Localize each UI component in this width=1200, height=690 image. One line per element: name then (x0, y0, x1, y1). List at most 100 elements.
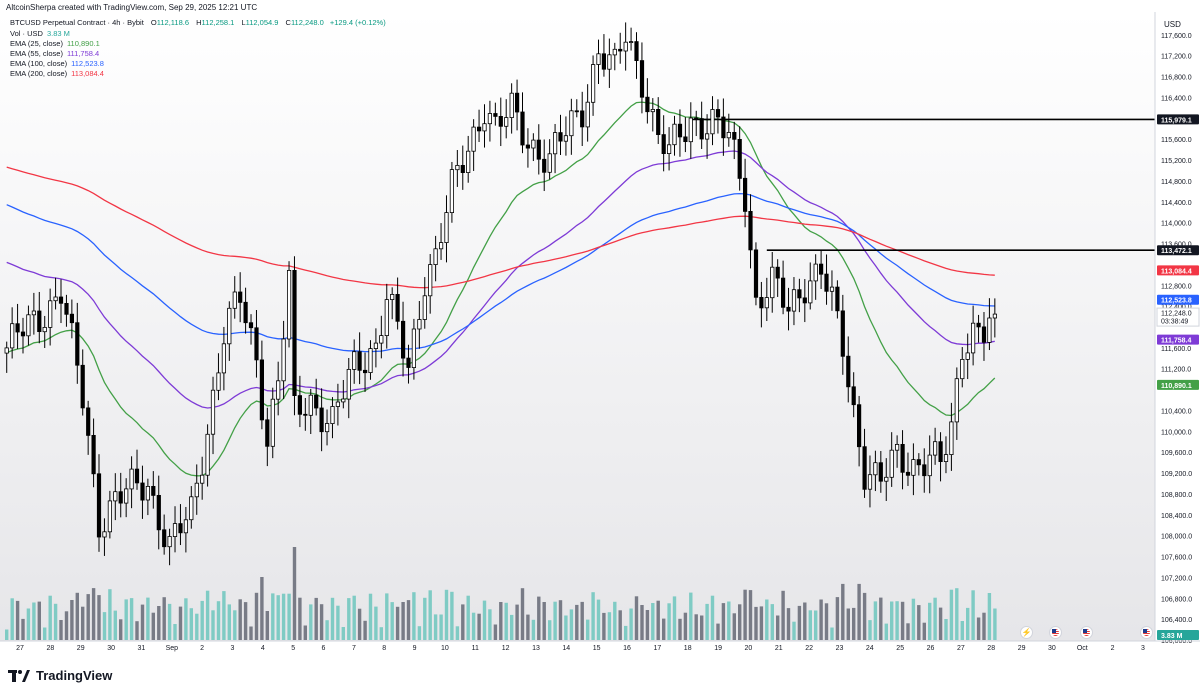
volume-bar (504, 602, 508, 640)
volume-bar (895, 601, 899, 640)
volume-bar (792, 621, 796, 640)
price-tick-label: 115,600.0 (1161, 137, 1192, 144)
candle-body (618, 48, 623, 52)
volume-bar (933, 597, 937, 640)
candle-body (210, 389, 216, 435)
candle-body (357, 351, 362, 371)
volume-bar (548, 620, 552, 640)
volume-bar (108, 589, 112, 640)
volume-bar (86, 594, 90, 640)
volume-bar (303, 625, 307, 640)
volume-bar (700, 615, 704, 640)
volume-bar (5, 629, 9, 640)
event-us-flag-icon[interactable] (1080, 626, 1093, 639)
volume-bar (260, 577, 264, 640)
date-tick-label: 23 (836, 645, 844, 652)
volume-bar (211, 610, 215, 640)
legend-value: 111,758.4 (66, 49, 100, 58)
legend-value: 3.83 M (46, 29, 70, 38)
volume-bar (32, 602, 36, 640)
candle-body (732, 131, 737, 140)
legend-row-ema55[interactable]: EMA (55, close) 111,758.4 (10, 49, 104, 59)
tradingview-logo[interactable]: TradingView (8, 668, 112, 683)
legend-row-ema200[interactable]: EMA (200, close) 113,084.4 (10, 69, 104, 79)
legend-value: 112,523.8 (71, 59, 104, 68)
volume-bar (352, 595, 356, 640)
candle-body (688, 117, 693, 143)
volume-bar (450, 591, 454, 640)
event-us-flag-icon[interactable] (1140, 626, 1153, 639)
brand-name: TradingView (36, 668, 113, 683)
price-tick-label: 116,800.0 (1161, 75, 1192, 82)
candle-body (509, 92, 514, 118)
date-tick-label: 10 (441, 645, 449, 652)
volume-bar (15, 600, 20, 640)
volume-bar (770, 604, 774, 640)
candle-body (145, 485, 150, 501)
price-tick-label: 117,200.0 (1161, 54, 1192, 61)
volume-bar (433, 614, 438, 640)
candle-body (938, 441, 943, 463)
volume-bar (987, 593, 992, 640)
volume-bar (890, 601, 894, 640)
candle-body (172, 523, 178, 537)
candle-body (205, 433, 210, 476)
event-us-flag-icon[interactable] (1049, 626, 1062, 639)
volume-bar (911, 598, 916, 640)
volume-bar (227, 604, 231, 640)
currency-label[interactable]: USD (1164, 20, 1181, 29)
legend-row-volume[interactable]: Vol · USD 3.83 M (10, 29, 104, 39)
volume-bar (944, 619, 948, 640)
legend-row-ema25[interactable]: EMA (25, close) 110,890.1 (10, 39, 104, 49)
candle-body (623, 41, 628, 52)
volume-bar (591, 592, 595, 640)
candle-body (107, 500, 112, 533)
low-label: L (241, 18, 246, 27)
volume-bar (814, 610, 818, 640)
price-tag-label: 113,472.1 (1161, 248, 1192, 255)
volume-bar (341, 627, 345, 640)
volume-bar (618, 610, 622, 640)
legend-row-ema100[interactable]: EMA (100, close) 112,523.8 (10, 59, 104, 69)
event-bolt-icon[interactable]: ⚡ (1020, 626, 1033, 639)
volume-bar (531, 619, 536, 640)
candle-body (118, 491, 123, 504)
price-tick-label: 114,000.0 (1161, 221, 1192, 228)
volume-bar (423, 597, 427, 640)
candle-body (455, 164, 460, 171)
candle-body (612, 48, 617, 56)
volume-bar (205, 590, 210, 640)
candle-body (232, 291, 237, 309)
date-tick-label: 25 (896, 645, 904, 652)
candle-body (444, 212, 449, 244)
candle-body (748, 210, 753, 251)
price-tag (1156, 307, 1200, 327)
ema-line (6, 150, 995, 409)
candle-body (629, 41, 634, 43)
volume-bar (319, 604, 324, 640)
candle-body (992, 313, 998, 319)
date-tick-label: 2 (200, 645, 204, 652)
volume-bar (146, 597, 150, 640)
candle-body (314, 394, 319, 409)
price-tick-label: 115,200.0 (1161, 158, 1192, 165)
symbol-title[interactable]: BTCUSD Perpetual Contract · 4h · Bybit (10, 18, 144, 27)
volume-bar (189, 608, 193, 640)
legend-label: EMA (55, close) (10, 49, 63, 58)
candle-body (737, 138, 742, 179)
volume-bar (596, 599, 601, 640)
volume-bar (162, 597, 166, 640)
date-tick-label: 26 (927, 645, 935, 652)
candle-body (438, 242, 444, 250)
volume-bar (59, 620, 63, 640)
candle-body (248, 322, 254, 329)
volume-bar (651, 603, 655, 640)
volume-bar (477, 613, 481, 640)
ema-line (6, 101, 996, 477)
candle-body (715, 109, 721, 118)
change-value: +129.4 (+0.12%) (329, 18, 386, 27)
candle-body (851, 386, 856, 406)
volume-bar (287, 593, 291, 640)
candle-body (341, 398, 346, 403)
